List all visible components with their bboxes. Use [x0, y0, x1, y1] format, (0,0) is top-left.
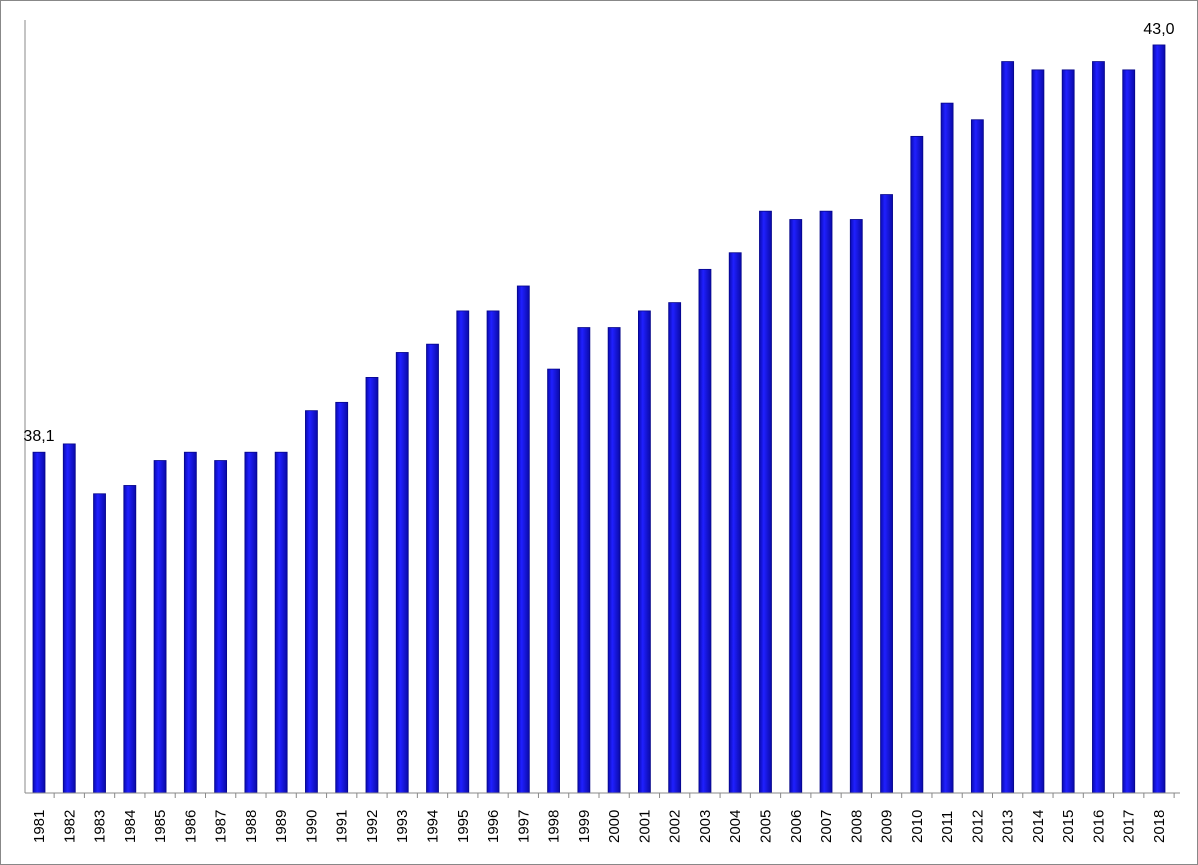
- x-tick-label: 2006: [788, 810, 805, 843]
- bar-2013: [1001, 61, 1015, 794]
- bar-1995: [456, 310, 470, 794]
- bar-2015: [1061, 69, 1075, 794]
- bar-1992: [365, 377, 379, 794]
- x-tick-label: 1994: [425, 810, 442, 843]
- x-tick-label: 1982: [61, 810, 78, 843]
- bar-1990: [305, 410, 318, 794]
- bar-2001: [638, 310, 651, 794]
- x-tick-label: 2017: [1121, 810, 1138, 843]
- bar-1993: [395, 352, 409, 794]
- x-tick-label: 2016: [1090, 810, 1107, 843]
- bar-1986: [183, 451, 197, 794]
- x-tick-label: 2001: [636, 810, 653, 843]
- x-tick-label: 1992: [364, 810, 381, 843]
- x-tick-label: 1987: [213, 810, 230, 843]
- bar-1982: [62, 443, 76, 794]
- bar-2006: [789, 219, 803, 794]
- bar-2002: [668, 302, 682, 794]
- x-tick-label: 2018: [1151, 810, 1168, 843]
- x-tick-label: 1998: [546, 810, 563, 843]
- x-tick-label: 1985: [152, 810, 169, 843]
- x-tick-label: 2000: [606, 810, 623, 843]
- data-label: 38,1: [23, 428, 54, 445]
- bar-2009: [880, 194, 893, 794]
- bar-2017: [1122, 69, 1136, 794]
- data-label: 43,0: [1143, 21, 1174, 38]
- bar-2000: [607, 327, 621, 794]
- bar-1999: [577, 327, 591, 794]
- bar-1988: [244, 451, 258, 794]
- x-tick-label: 1997: [515, 810, 532, 843]
- bar-2012: [970, 119, 984, 794]
- bar-2011: [940, 102, 954, 794]
- bar-1984: [123, 485, 137, 794]
- bar-1998: [547, 368, 560, 794]
- x-tick-label: 2015: [1060, 810, 1077, 843]
- x-tick-label: 1990: [303, 810, 320, 843]
- x-tick-label: 1995: [455, 810, 472, 843]
- bar-2008: [849, 219, 863, 794]
- x-tick-label: 1984: [122, 810, 139, 843]
- x-tick-label: 1981: [31, 810, 48, 843]
- x-tick-label: 1996: [485, 810, 502, 843]
- x-tick-label: 1999: [576, 810, 593, 843]
- x-tick-label: 2010: [909, 810, 926, 843]
- x-tick-label: 2008: [848, 810, 865, 843]
- bar-2007: [819, 210, 833, 794]
- x-tick-label: 2012: [969, 810, 986, 843]
- bar-2010: [910, 135, 924, 794]
- bar-1981: [32, 451, 46, 794]
- x-tick-label: 2013: [1000, 810, 1017, 843]
- x-tick-label: 2005: [757, 810, 774, 843]
- x-tick-label: 2014: [1030, 810, 1047, 843]
- bar-1985: [153, 460, 167, 794]
- bar-1994: [426, 343, 439, 794]
- bar-2004: [728, 252, 742, 794]
- bar-2003: [698, 268, 712, 794]
- x-tick-label: 2004: [727, 810, 744, 843]
- bar-2014: [1031, 69, 1045, 794]
- x-tick-label: 1989: [273, 810, 290, 843]
- bar-2018: [1152, 44, 1166, 794]
- bar-2005: [759, 210, 772, 794]
- x-tick-label: 2011: [939, 811, 956, 843]
- x-tick-label: 1986: [182, 810, 199, 843]
- x-tick-label: 1988: [243, 810, 260, 843]
- bar-1997: [516, 285, 530, 794]
- x-tick-label: 2002: [667, 810, 684, 843]
- x-tick-label: 1993: [394, 810, 411, 843]
- bar-1996: [486, 310, 500, 794]
- bar-2016: [1092, 61, 1105, 794]
- x-tick-label: 2007: [818, 810, 835, 843]
- x-tick-label: 1983: [92, 810, 109, 843]
- x-tick-label: 2003: [697, 810, 714, 843]
- x-tick-label: 1991: [334, 810, 351, 843]
- bar-1983: [93, 493, 106, 794]
- x-tick-label: 2009: [879, 810, 896, 843]
- bar-1991: [335, 401, 349, 794]
- bar-1989: [274, 451, 288, 794]
- bar-1987: [214, 460, 228, 794]
